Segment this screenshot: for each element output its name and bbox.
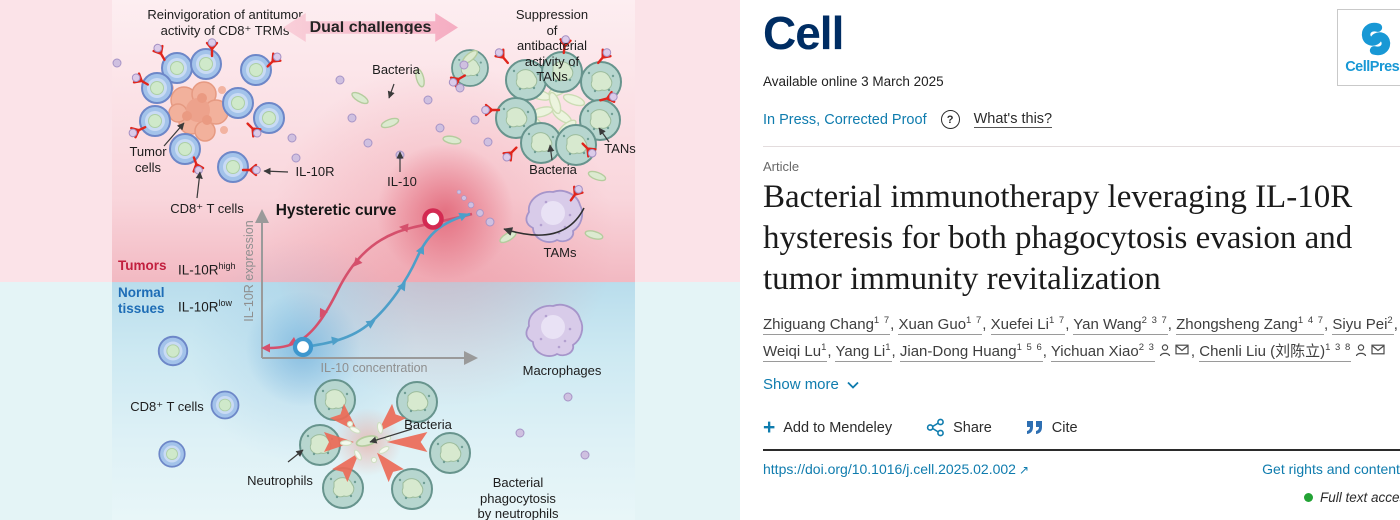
author: Xuan Guo1 7, <box>898 315 991 335</box>
author: Yichuan Xiao2 3, <box>1050 342 1200 362</box>
cellpress-logo[interactable]: CellPress <box>1337 9 1400 86</box>
label-il10: IL-10 <box>387 174 417 189</box>
label-leaders <box>163 83 610 463</box>
person-icon <box>1356 344 1367 357</box>
label-hysteretic-curve: Hysteretic curve <box>275 202 397 219</box>
tam-cell <box>456 182 587 243</box>
article-type-label: Article <box>763 159 800 174</box>
divider-dark <box>763 449 1400 451</box>
tumor-cell-mass <box>166 81 229 142</box>
rights-link[interactable]: Get rights and content↗ <box>1262 461 1400 477</box>
label-tumors: Tumors <box>118 258 167 273</box>
add-to-mendeley-button[interactable]: + Add to Mendeley <box>763 415 893 439</box>
cellpress-icon <box>1361 22 1391 56</box>
access-row: Full text access <box>763 490 1400 505</box>
author: Xuefei Li1 7, <box>990 315 1074 335</box>
external-link-icon: ↗ <box>1018 463 1030 477</box>
share-button[interactable]: Share <box>926 418 992 437</box>
in-press-link[interactable]: In Press, Corrected Proof <box>763 111 927 128</box>
author: Yan Wang2 3 7, <box>1073 315 1177 335</box>
graphical-abstract-pane: Reinvigoration of antitumor activity of … <box>0 0 740 520</box>
label-suppression: Suppression of antibacterial activity of… <box>515 7 589 84</box>
high-state-marker <box>422 208 444 230</box>
descending-curve <box>265 212 473 350</box>
whats-this-link[interactable]: What's this? <box>973 111 1053 128</box>
ascending-curve <box>302 212 471 349</box>
author: Jian-Dong Huang1 5 6, <box>899 342 1051 362</box>
author: Yang Li1, <box>835 342 900 362</box>
journal-logo[interactable]: Cell <box>763 7 844 59</box>
hysteresis-plot <box>255 208 478 365</box>
article-header-pane: Cell CellPress Available online 3 March … <box>740 0 1400 520</box>
x-axis-label: IL-10 concentration <box>320 361 428 375</box>
dual-challenges-label: Dual challenges <box>309 18 432 36</box>
cite-button[interactable]: Cite <box>1026 420 1078 436</box>
divider-light <box>763 146 1400 147</box>
action-bar: + Add to Mendeley Share Cite <box>763 415 1400 439</box>
status-row: In Press, Corrected Proof ? What's this? <box>763 110 1400 129</box>
label-cd8-t-cells-bottom: CD8⁺ T cells <box>130 399 204 414</box>
author-list: Zhiguang Chang1 7, Xuan Guo1 7, Xuefei L… <box>763 309 1400 363</box>
macrophage-cell <box>525 303 584 357</box>
envelope-icon[interactable] <box>1175 344 1189 355</box>
chevron-down-icon <box>847 381 859 389</box>
abstract-illustration <box>112 33 622 510</box>
access-label: Full text access <box>1319 490 1400 505</box>
label-bacteria-mid: Bacteria <box>372 62 420 77</box>
question-icon[interactable]: ? <box>940 110 960 129</box>
label-il10r-low: IL-10Rlow <box>178 298 233 315</box>
label-il10r-high: IL-10Rhigh <box>178 261 236 278</box>
doi-row: https://doi.org/10.1016/j.cell.2025.02.0… <box>763 461 1400 477</box>
author: Zhongsheng Zang1 4 7, <box>1176 315 1333 335</box>
label-bacteria-bottom: Bacteria <box>404 417 452 432</box>
author: Weiqi Lu1, <box>763 342 836 362</box>
cite-quote-icon <box>1026 421 1042 434</box>
author: Siyu Pei2, <box>1332 315 1398 335</box>
share-icon <box>926 418 944 437</box>
person-icon <box>1159 344 1171 357</box>
author: Chenli Liu (刘陈立)1 3 8 <box>1199 342 1387 362</box>
low-state-marker <box>292 336 314 358</box>
label-il10r: IL-10R <box>295 164 335 179</box>
article-title: Bacterial immunotherapy leveraging IL-10… <box>763 179 1353 297</box>
author: Zhiguang Chang1 7, <box>763 315 899 335</box>
label-neutrophils: Neutrophils <box>247 473 313 488</box>
label-cd8-t-cells-top: CD8⁺ T cells <box>170 201 244 216</box>
label-macrophages: Macrophages <box>522 363 602 378</box>
show-more-button[interactable]: Show more <box>763 376 859 393</box>
tam-secretion-arrow <box>503 207 585 236</box>
available-online-date: Available online 3 March 2025 <box>763 74 944 89</box>
graphical-abstract-figure: Reinvigoration of antitumor activity of … <box>112 0 636 520</box>
label-tams: TAMs <box>543 245 577 260</box>
access-dot-icon <box>1303 493 1313 502</box>
label-bacteria-tan: Bacteria <box>529 162 577 177</box>
neutrophil-cluster <box>299 379 471 510</box>
label-tumor-cells: Tumor cells <box>129 144 167 175</box>
label-reinvigoration: Reinvigoration of antitumor activity of … <box>147 7 303 38</box>
label-normal-tissues: Normal tissues <box>118 285 165 316</box>
envelope-icon[interactable] <box>1371 344 1385 355</box>
y-axis-label: IL-10R expression <box>242 220 256 322</box>
doi-link[interactable]: https://doi.org/10.1016/j.cell.2025.02.0… <box>763 461 1030 477</box>
label-phagocytosis: Bacterial phagocytosis by neutrophils <box>477 475 559 520</box>
label-tans: TANs <box>604 141 636 156</box>
cellpress-label: CellPress <box>1345 59 1400 75</box>
plus-icon: + <box>763 415 776 439</box>
